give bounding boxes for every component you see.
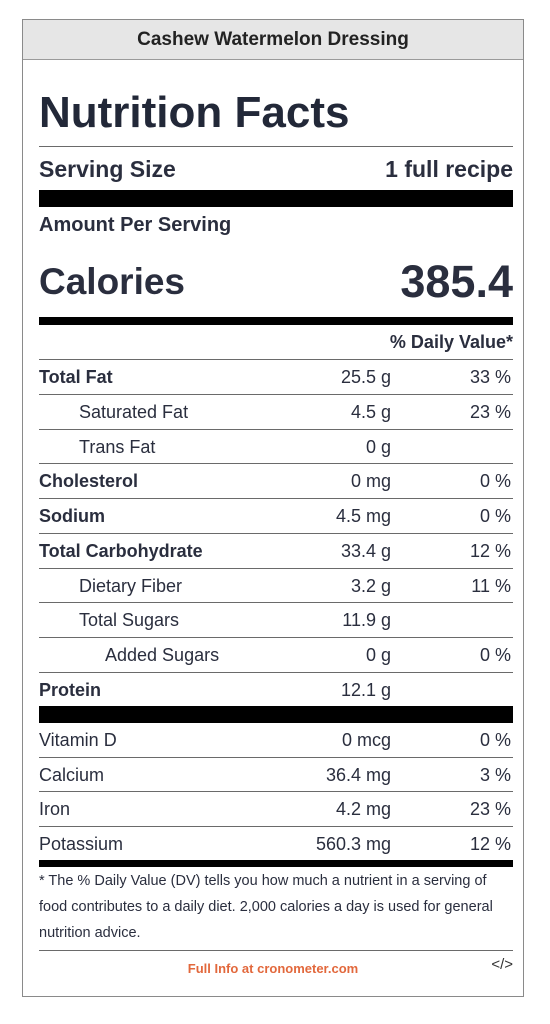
nutrition-label: Cashew Watermelon Dressing Nutrition Fac… <box>22 19 524 997</box>
serving-size-row: Serving Size 1 full recipe <box>39 147 513 191</box>
nutrient-name: Trans Fat <box>79 437 156 457</box>
nutrition-facts-heading: Nutrition Facts <box>39 88 350 137</box>
vitamin-name: Calcium <box>39 765 105 785</box>
amount-per-serving: Amount Per Serving <box>39 214 232 236</box>
nutrient-row-saturated-fat: Saturated Fat 4.5 g 23 % <box>39 395 513 429</box>
vitamin-name: Potassium <box>39 834 124 854</box>
vitamin-daily-value: 3 % <box>479 765 511 785</box>
nutrient-name: Protein <box>39 680 102 700</box>
thick-divider <box>39 706 513 723</box>
nutrient-daily-value: 11 % <box>471 576 511 596</box>
nutrient-amount: 12.1 g <box>340 680 391 700</box>
nutrient-row-cholesterol: Cholesterol 0 mg 0 % <box>39 464 513 498</box>
nutrient-daily-value: 0 % <box>479 645 511 665</box>
vitamin-row-vitamin-d: Vitamin D 0 mcg 0 % <box>39 723 513 757</box>
calories-value: 385.4 <box>400 256 513 307</box>
recipe-title: Cashew Watermelon Dressing <box>23 20 523 60</box>
nutrient-daily-value: 0 % <box>479 506 511 526</box>
divider <box>39 359 513 360</box>
medium-divider <box>39 317 513 325</box>
vitamin-row-iron: Iron 4.2 mg 23 % <box>39 792 513 826</box>
nutrient-amount: 0 mg <box>350 471 391 491</box>
nutrient-daily-value: 33 % <box>469 367 511 387</box>
nutrient-name: Dietary Fiber <box>79 576 183 596</box>
full-info-link[interactable]: Full Info at cronometer.com <box>187 961 359 976</box>
nutrient-amount: 0 g <box>365 437 391 457</box>
divider <box>39 146 513 147</box>
vitamin-daily-value: 0 % <box>479 730 511 750</box>
divider <box>39 950 513 951</box>
nutrient-name: Added Sugars <box>105 645 220 665</box>
calories-row: Calories 385.4 <box>39 250 513 314</box>
divider <box>39 568 513 569</box>
nutrient-amount: 4.5 g <box>350 402 391 422</box>
nutrient-row-trans-fat: Trans Fat 0 g <box>39 430 513 464</box>
nutrient-name: Total Sugars <box>79 610 180 630</box>
nutrient-name: Total Fat <box>39 367 113 387</box>
vitamin-daily-value: 12 % <box>469 834 511 854</box>
divider <box>39 463 513 464</box>
serving-size-value: 1 full recipe <box>385 155 513 182</box>
nutrient-row-dietary-fiber: Dietary Fiber 3.2 g 11 % <box>39 569 513 603</box>
nutrient-row-total-fat: Total Fat 25.5 g 33 % <box>39 360 513 394</box>
divider <box>39 533 513 534</box>
daily-value-header: % Daily Value* <box>389 332 513 352</box>
nutrient-amount: 25.5 g <box>340 367 391 387</box>
medium-divider <box>39 860 513 867</box>
divider <box>39 672 513 673</box>
vitamin-name: Iron <box>39 799 71 819</box>
nutrient-daily-value: 23 % <box>469 402 511 422</box>
nutrient-amount: 11.9 g <box>342 610 391 630</box>
divider <box>39 637 513 638</box>
nutrient-name: Saturated Fat <box>79 402 189 422</box>
divider <box>39 429 513 430</box>
nutrient-amount: 0 g <box>365 645 391 665</box>
serving-size-label: Serving Size <box>39 155 176 182</box>
nutrient-amount: 33.4 g <box>340 541 391 561</box>
vitamin-row-potassium: Potassium 560.3 mg 12 % <box>39 827 513 861</box>
vitamin-amount: 4.2 mg <box>335 799 391 819</box>
nutrient-amount: 3.2 g <box>350 576 391 596</box>
vitamin-daily-value: 23 % <box>469 799 511 819</box>
embed-code-icon[interactable]: </> <box>491 956 513 973</box>
vitamin-row-calcium: Calcium 36.4 mg 3 % <box>39 758 513 792</box>
nutrient-daily-value: 12 % <box>469 541 511 561</box>
divider <box>39 826 513 827</box>
divider <box>39 394 513 395</box>
nutrient-row-total-carbohydrate: Total Carbohydrate 33.4 g 12 % <box>39 534 513 568</box>
nutrient-name: Sodium <box>39 506 105 526</box>
divider <box>39 498 513 499</box>
nutrient-daily-value: 0 % <box>479 471 511 491</box>
thick-divider <box>39 190 513 207</box>
daily-value-footnote: * The % Daily Value (DV) tells you how m… <box>39 873 493 941</box>
vitamin-amount: 0 mcg <box>341 730 391 750</box>
vitamin-amount: 560.3 mg <box>315 834 391 854</box>
nutrient-row-added-sugars: Added Sugars 0 g 0 % <box>39 638 513 672</box>
nutrient-row-protein: Protein 12.1 g <box>39 673 513 707</box>
nutrient-name: Total Carbohydrate <box>39 541 203 561</box>
vitamin-name: Vitamin D <box>39 730 117 750</box>
nutrient-amount: 4.5 mg <box>335 506 391 526</box>
vitamin-amount: 36.4 mg <box>325 765 391 785</box>
nutrient-row-total-sugars: Total Sugars 11.9 g <box>39 603 513 637</box>
divider <box>39 602 513 603</box>
nutrient-row-sodium: Sodium 4.5 mg 0 % <box>39 499 513 533</box>
nutrient-name: Cholesterol <box>39 471 139 491</box>
divider <box>39 757 513 758</box>
calories-label: Calories <box>39 261 186 302</box>
divider <box>39 791 513 792</box>
